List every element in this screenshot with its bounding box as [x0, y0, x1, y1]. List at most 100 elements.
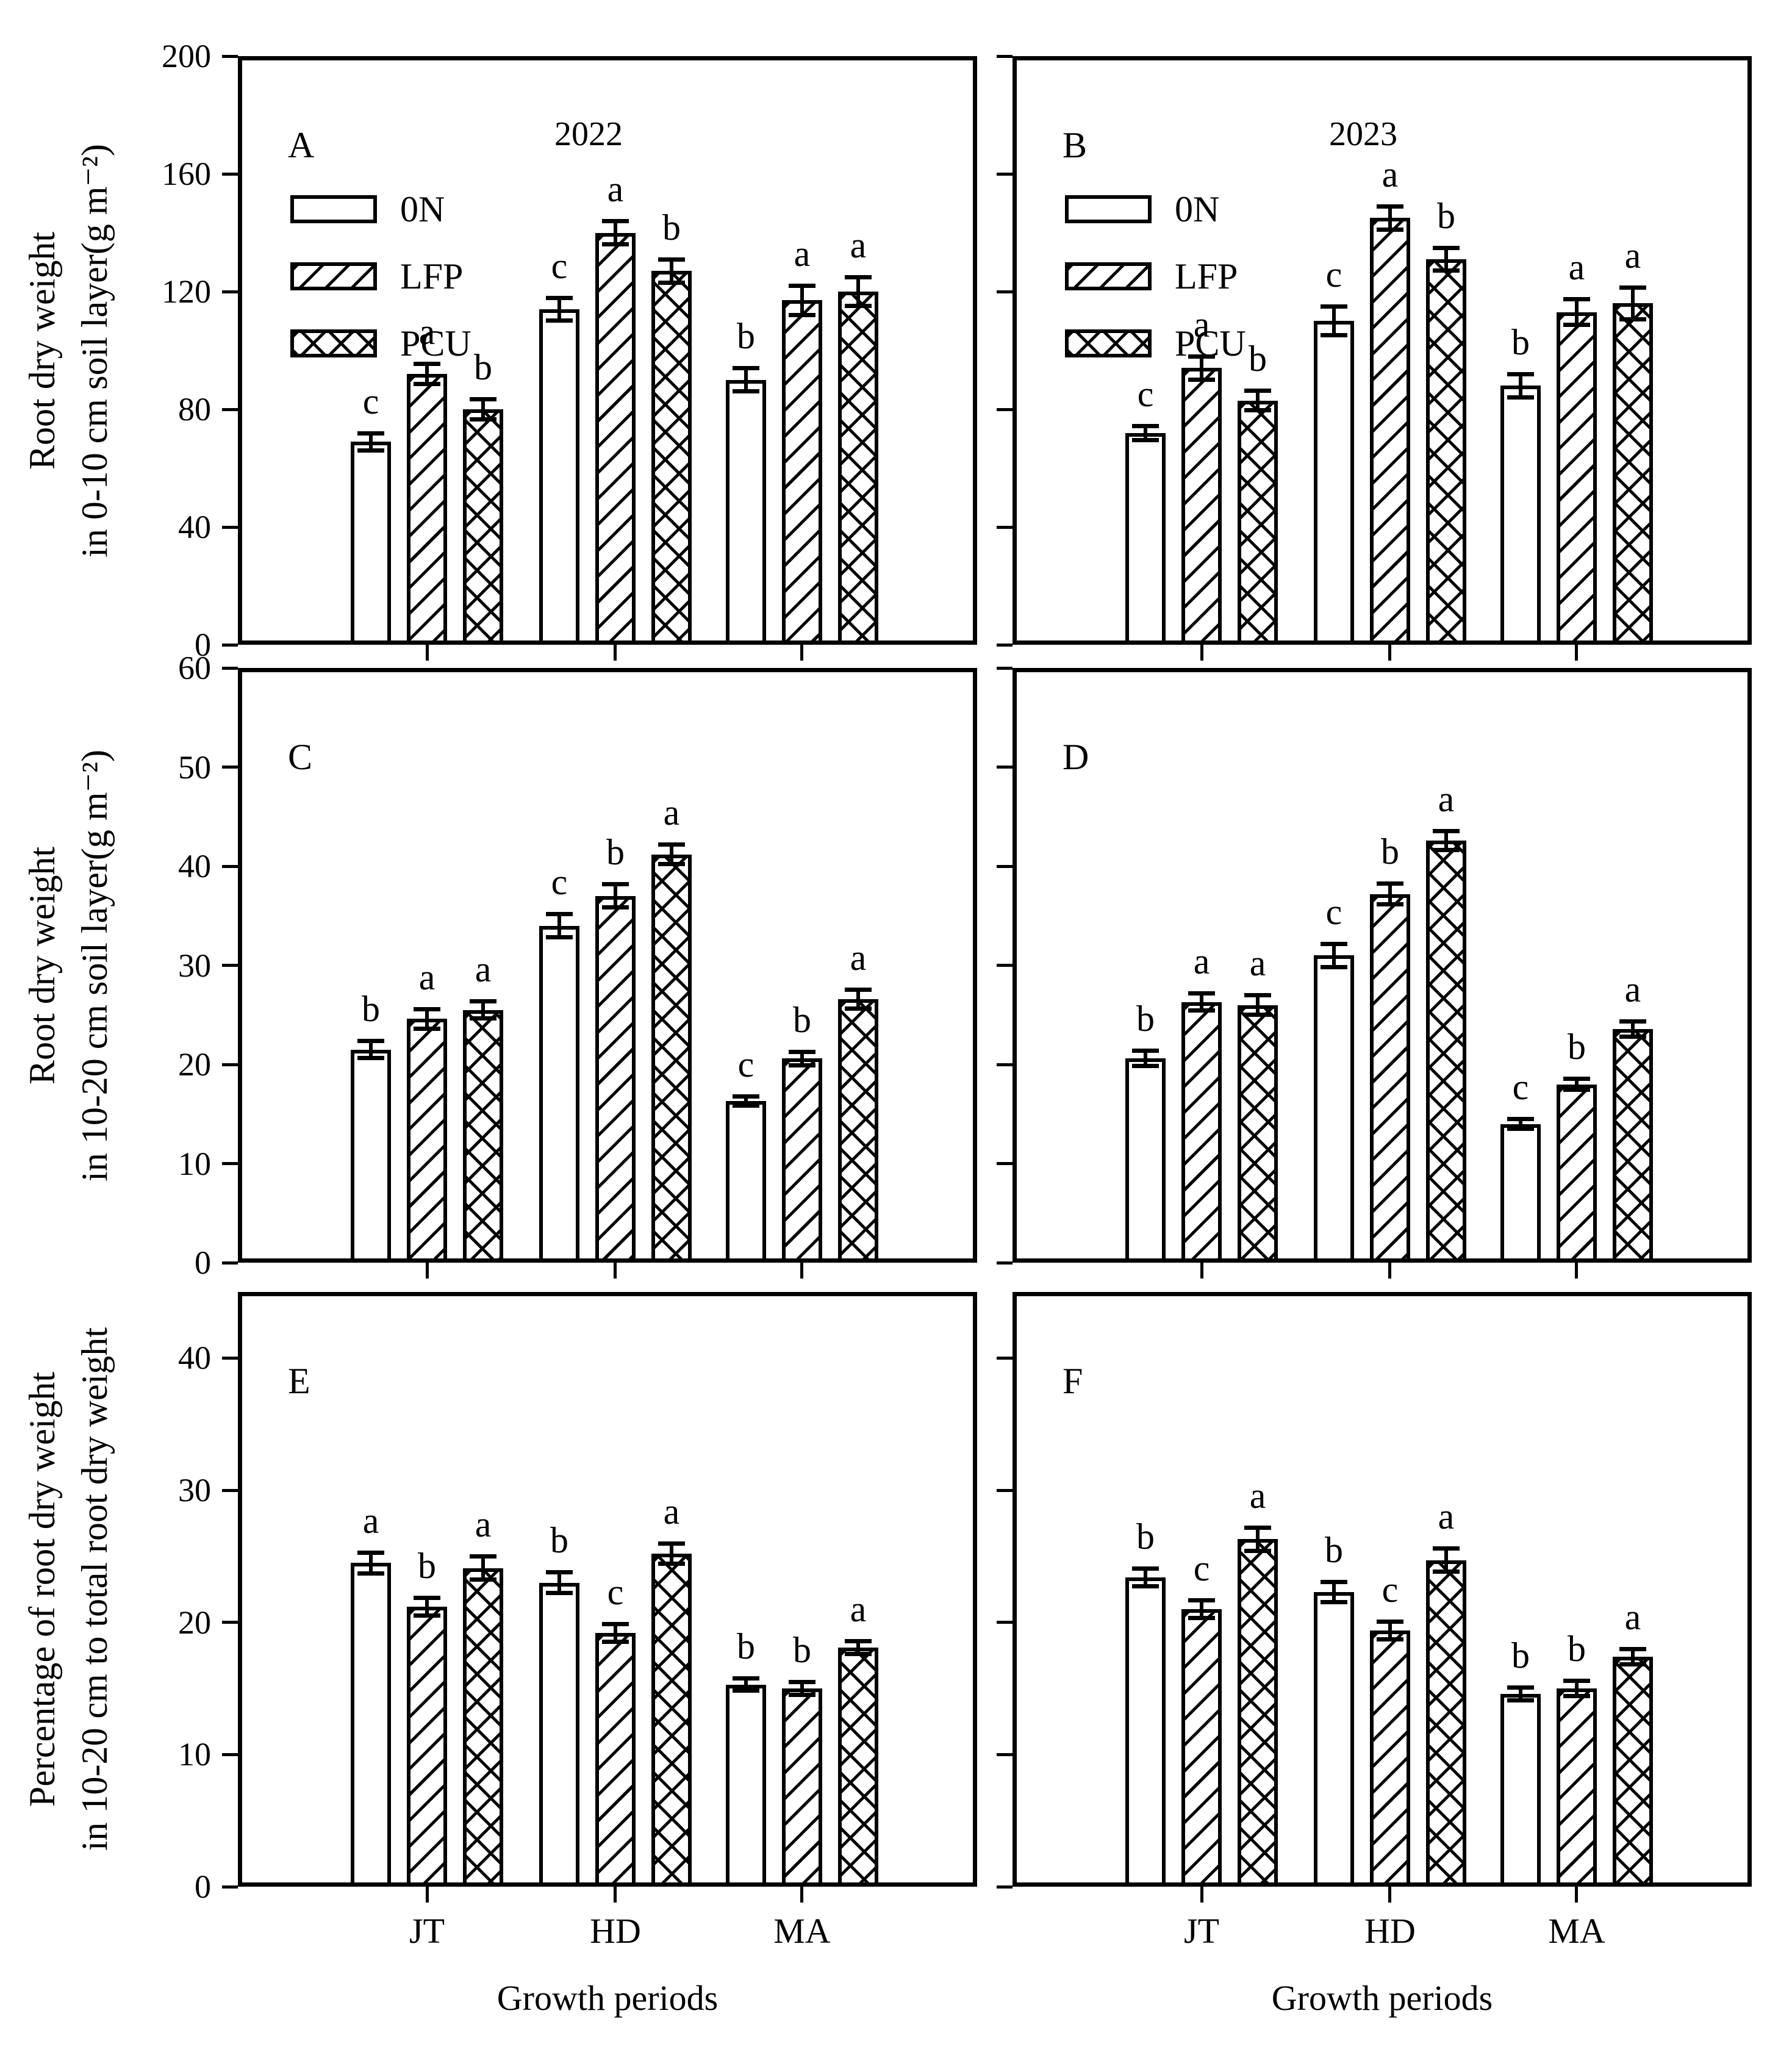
error-bar-cap-bottom	[1132, 437, 1159, 442]
significance-letter: b	[362, 989, 381, 1029]
error-bar-cap-bottom	[1619, 1034, 1646, 1039]
error-bar-cap-top	[1563, 1076, 1590, 1081]
y-tick-label: 10	[178, 1145, 211, 1182]
legend-swatch-LFP	[1065, 262, 1152, 290]
error-bar-cap-bottom	[601, 1640, 629, 1645]
error-bar-cap-top	[732, 1094, 759, 1099]
error-bar	[1388, 1621, 1392, 1640]
error-bar-cap-top	[788, 1049, 815, 1054]
significance-letter: b	[1567, 1026, 1586, 1067]
error-bar-cap-bottom	[732, 1688, 759, 1693]
error-bar-cap-bottom	[844, 1651, 872, 1656]
error-bar	[481, 1556, 486, 1580]
bar-PCU-HD	[1425, 259, 1466, 645]
error-bar-cap-top	[357, 431, 385, 436]
legend-label-PCU: PCU	[1175, 323, 1246, 364]
significance-letter: b	[1567, 1629, 1586, 1669]
error-bar	[1331, 1581, 1336, 1603]
y-tick-label: 0	[195, 626, 211, 663]
error-bar	[369, 432, 373, 451]
error-bar-cap-top	[470, 397, 497, 402]
bar-PCU-HD	[651, 854, 692, 1263]
error-bar	[425, 1009, 429, 1029]
bar-LFP-MA	[781, 1058, 822, 1263]
x-tick	[800, 1263, 804, 1279]
x-tick	[800, 645, 804, 661]
y-axis-title-row2-line1: Root dry weight	[22, 846, 62, 1085]
x-tick	[1200, 1263, 1203, 1279]
error-bar-cap-bottom	[545, 935, 573, 939]
significance-letter: b	[792, 1630, 811, 1671]
bar-LFP-MA	[1556, 312, 1597, 645]
error-bar-cap-bottom	[1244, 1548, 1272, 1553]
legend-swatch-PCU	[1065, 329, 1152, 357]
error-bar-cap-top	[1619, 1647, 1646, 1651]
error-bar	[1200, 993, 1204, 1011]
significance-letter: c	[1512, 1067, 1529, 1108]
bar-0N-HD	[539, 925, 579, 1263]
bar-0N-HD	[539, 1582, 579, 1887]
x-tick	[425, 645, 429, 661]
y-tick-label: 60	[178, 650, 211, 686]
bar-PCU-JT	[1238, 1005, 1278, 1263]
y-axis-title-row1: Root dry weight in 0-10 cm soil layer(g …	[13, 56, 123, 645]
error-bar-cap-top	[414, 362, 441, 367]
panel-label-B: B	[1063, 125, 1088, 165]
error-bar-cap-top	[601, 882, 629, 887]
significance-letter: a	[1193, 304, 1210, 345]
x-tick	[800, 1887, 804, 1903]
bar-PCU-HD	[1425, 1560, 1466, 1887]
error-bar-cap-bottom	[788, 1692, 815, 1697]
error-bar	[369, 1041, 373, 1059]
error-bar	[1444, 1548, 1448, 1573]
error-bar-cap-bottom	[1188, 377, 1216, 382]
error-bar-cap-bottom	[414, 1026, 441, 1031]
panel-label-E: E	[288, 1361, 310, 1401]
error-bar	[669, 844, 673, 864]
error-bar	[557, 1572, 561, 1593]
y-tick	[222, 1621, 238, 1624]
significance-letter: c	[1325, 891, 1342, 932]
y-tick	[997, 290, 1012, 293]
significance-letter: b	[1249, 338, 1267, 379]
panel-C: 0 10 20 30 40 50 60 b a a c b a c b a C	[178, 650, 977, 1281]
error-bar	[1518, 1687, 1522, 1701]
y-axis-title-row3-line1: Percentage of root dry weight	[22, 1371, 62, 1807]
x-tick	[425, 1263, 429, 1279]
error-bar-cap-top	[788, 284, 815, 289]
legend-label-0N: 0N	[1175, 188, 1220, 229]
significance-letter: b	[662, 207, 681, 248]
error-bar	[481, 1001, 486, 1019]
y-tick	[997, 1752, 1012, 1756]
y-tick	[222, 1356, 238, 1360]
error-bar	[1574, 299, 1579, 326]
bar-LFP-JT	[407, 1606, 448, 1887]
error-bar-cap-bottom	[1432, 848, 1460, 852]
bar-LFP-HD	[1369, 1630, 1410, 1887]
significance-letter: a	[794, 234, 811, 274]
error-bar-cap-bottom	[1619, 317, 1646, 321]
error-bar-cap-top	[1244, 388, 1272, 393]
bar-LFP-HD	[1369, 218, 1410, 645]
error-bar-cap-top	[1432, 828, 1460, 833]
error-bar	[1574, 1681, 1579, 1696]
error-bar	[1256, 390, 1260, 411]
error-bar	[669, 1543, 673, 1565]
bar-PCU-MA	[1612, 1657, 1653, 1887]
significance-letter: a	[1624, 235, 1641, 276]
bar-LFP-HD	[595, 895, 636, 1263]
significance-letter: b	[1324, 1529, 1343, 1570]
y-tick-label: 0	[195, 1868, 211, 1905]
error-bar	[1331, 943, 1336, 967]
error-bar-cap-bottom	[470, 1577, 497, 1582]
error-bar-cap-bottom	[1563, 1694, 1590, 1698]
panel-frame	[238, 668, 977, 1263]
significance-letter: a	[663, 1491, 680, 1532]
y-tick	[997, 1162, 1012, 1165]
error-bar-cap-top	[545, 912, 573, 916]
y-tick-label: 30	[178, 1472, 211, 1509]
error-bar	[800, 1682, 804, 1695]
y-tick	[997, 1261, 1012, 1265]
y-tick	[222, 964, 238, 967]
